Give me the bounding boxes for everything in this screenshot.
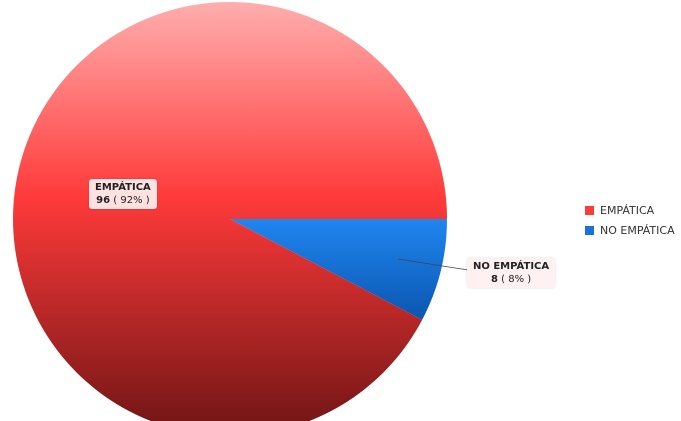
legend-label-empatica: EMPÁTICA [600,203,655,217]
leader-line-no-empatica [397,258,469,271]
pie-slice-no-empatica[interactable] [230,219,447,320]
slice-label-no-empatica-value: 8 [490,274,498,285]
slice-label-no-empatica-name: NO EMPÁTICA [473,261,550,272]
legend-label-no-empatica: NO EMPÁTICA [600,223,675,237]
legend-swatch-empatica [585,205,594,215]
pie-slice-empatica[interactable] [13,2,447,421]
legend-item-empatica[interactable]: EMPÁTICA [585,200,675,220]
slice-label-empatica-name: EMPÁTICA [95,182,151,193]
slice-label-no-empatica-percent: ( 8% ) [501,274,532,285]
slice-label-empatica: EMPÁTICA 96 ( 92% ) [89,179,157,209]
slice-label-empatica-percent: ( 92% ) [113,195,150,206]
slice-label-no-empatica: NO EMPÁTICA 8 ( 8% ) [467,258,556,288]
slice-label-empatica-value: 96 [96,195,111,206]
chart-legend: EMPÁTICA NO EMPÁTICA [585,200,675,240]
legend-item-no-empatica[interactable]: NO EMPÁTICA [585,220,675,240]
legend-swatch-no-empatica [585,225,594,235]
